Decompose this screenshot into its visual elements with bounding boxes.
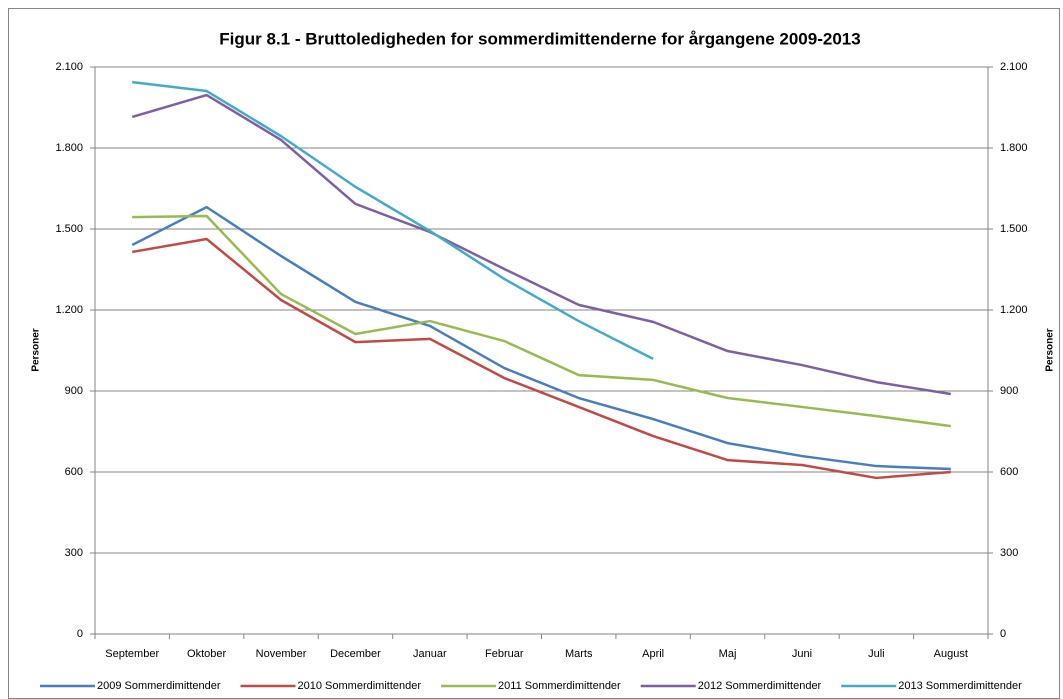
- y-tick-label: 1.200: [55, 304, 83, 316]
- y2-tick-label: 0: [1000, 628, 1006, 640]
- legend-label: 2012 Sommerdimittender: [698, 680, 822, 692]
- series-line: [131, 93, 951, 396]
- series-line: [132, 80, 654, 360]
- y-tick-label: 1.800: [55, 142, 83, 154]
- x-tick-label: September: [105, 648, 159, 660]
- y-tick-label: 900: [65, 385, 83, 397]
- y2-tick-label: 2.100: [1000, 61, 1028, 73]
- x-tick-label: August: [934, 648, 968, 660]
- y2-tick-label: 600: [1000, 466, 1018, 478]
- x-tick-label: Oktober: [187, 648, 226, 660]
- chart-title: Figur 8.1 - Bruttoledigheden for sommerd…: [219, 29, 860, 48]
- legend-label: 2009 Sommerdimittender: [97, 680, 221, 692]
- y-tick-label: 1.500: [55, 223, 83, 235]
- y2-tick-label: 1.800: [1000, 142, 1028, 154]
- x-tick-label: December: [330, 648, 381, 660]
- legend-label: 2013 Sommerdimittender: [898, 680, 1022, 692]
- y-tick-label: 600: [65, 466, 83, 478]
- series-line: [132, 214, 951, 428]
- y-tick-label: 0: [77, 628, 83, 640]
- y2-tick-label: 1.500: [1000, 223, 1028, 235]
- y2-axis-label: Personer: [1045, 328, 1056, 371]
- x-tick-label: April: [642, 648, 664, 660]
- y2-tick-label: 300: [1000, 547, 1018, 559]
- y2-tick-label: 1.200: [1000, 304, 1028, 316]
- x-tick-label: Januar: [413, 648, 447, 660]
- y-axis-label: Personer: [31, 328, 42, 371]
- legend-label: 2010 Sommerdimittender: [298, 680, 422, 692]
- x-tick-label: Juli: [868, 648, 885, 660]
- y2-tick-label: 900: [1000, 385, 1018, 397]
- x-tick-label: Maj: [719, 648, 737, 660]
- y-tick-label: 2.100: [55, 61, 83, 73]
- x-tick-label: Marts: [565, 648, 593, 660]
- x-tick-label: November: [256, 648, 307, 660]
- series-line: [131, 237, 951, 480]
- x-tick-label: Februar: [485, 648, 524, 660]
- legend-label: 2011 Sommerdimittender: [498, 680, 621, 692]
- y-tick-label: 300: [65, 547, 83, 559]
- x-tick-label: Juni: [792, 648, 812, 660]
- series-line: [131, 205, 951, 471]
